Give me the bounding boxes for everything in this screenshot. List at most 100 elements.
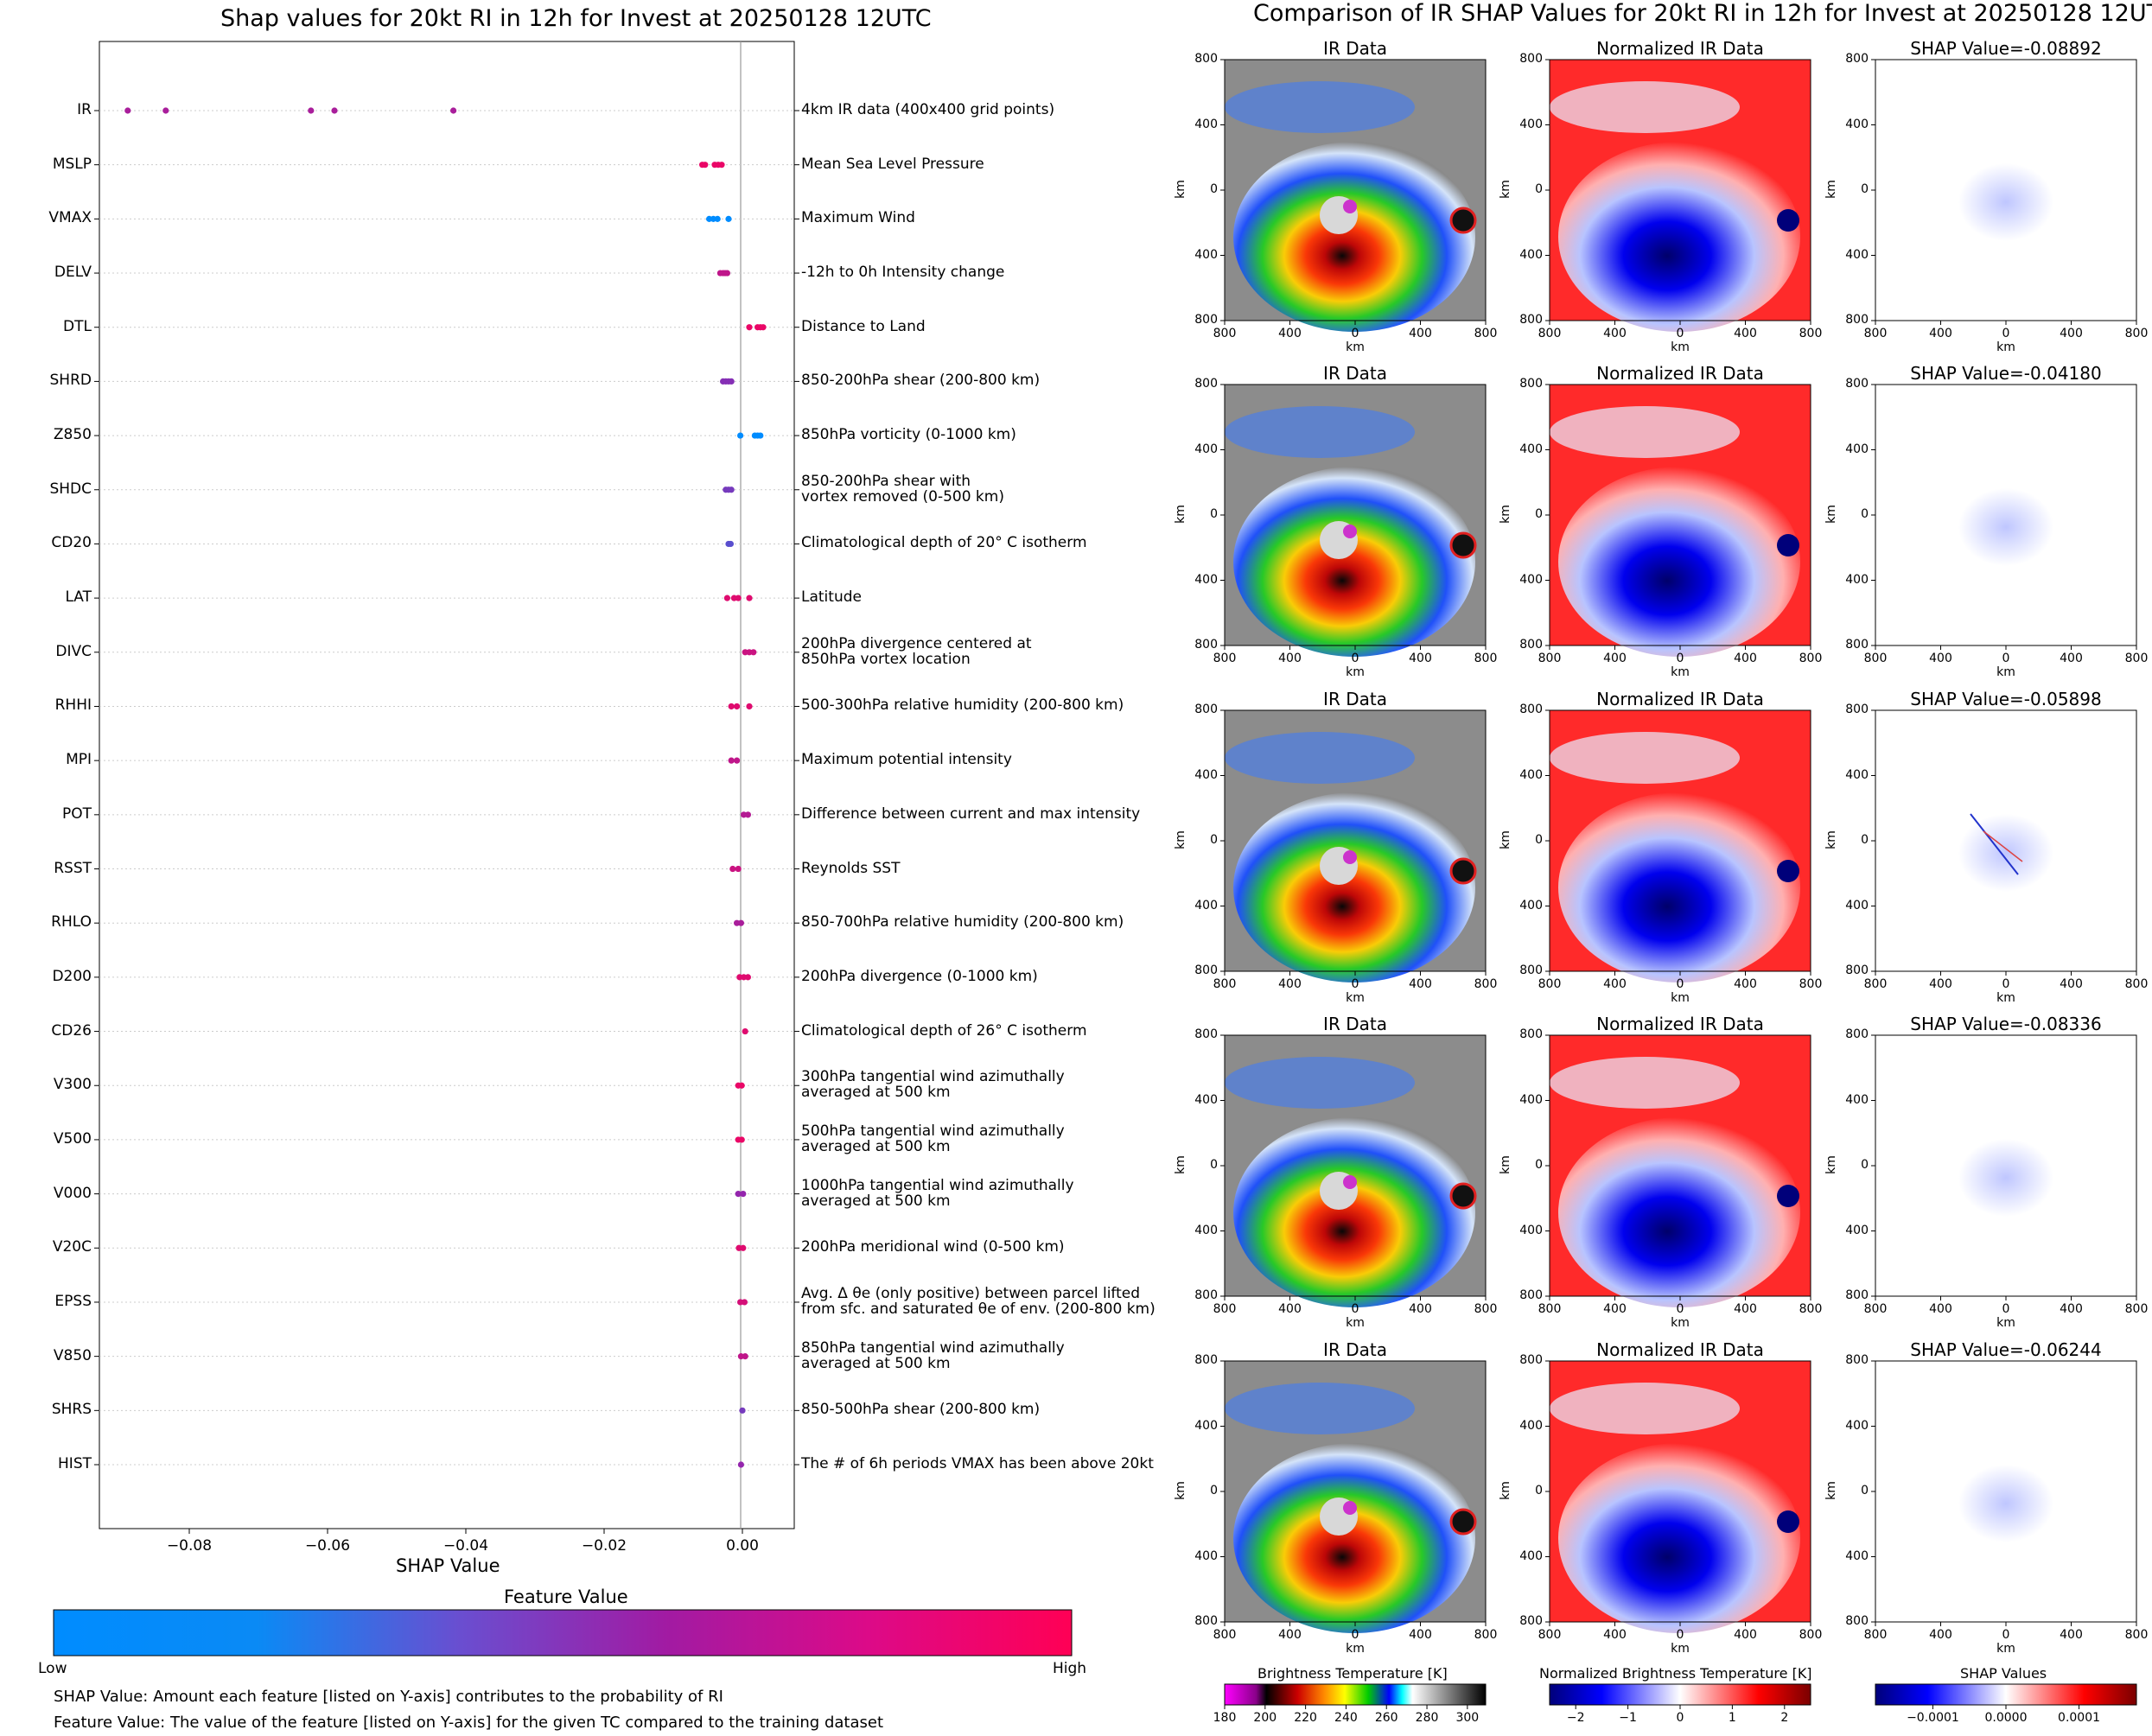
- feature-description: Avg. Δ θe (only positive) between parcel…: [801, 1284, 1156, 1318]
- shap-point: [450, 107, 457, 114]
- panel-y-tick-label: 400: [1519, 247, 1543, 262]
- panel-x-tick-label: 800: [1863, 977, 1888, 991]
- panel-y-tick-label: 0: [1210, 507, 1218, 521]
- image-panel: [1871, 709, 2137, 976]
- panel-y-tick-label: 0: [1861, 833, 1869, 847]
- image-panel: [1871, 1360, 2137, 1626]
- panel-y-tick-label: 400: [1519, 898, 1543, 913]
- shap-point: [735, 595, 742, 601]
- colorbar-tick-label: −1: [1619, 1711, 1637, 1725]
- panel-y-axis-label: km: [1173, 505, 1187, 524]
- feature-description: Distance to Land: [801, 317, 926, 335]
- feature-name: EPSS: [54, 1292, 92, 1310]
- shap-point: [727, 540, 735, 548]
- panel-x-tick-label: 800: [1474, 1302, 1498, 1316]
- norm-cloud-mass: [1558, 467, 1800, 657]
- panel-x-tick-label: 400: [1603, 977, 1627, 991]
- shap-streak: [1983, 830, 2023, 862]
- feature-name: POT: [61, 804, 92, 823]
- colorbar-tick-label: 220: [1294, 1711, 1317, 1725]
- panel-y-tick-label: 0: [1210, 1158, 1218, 1172]
- left-chart-title: Shap values for 20kt RI in 12h for Inves…: [220, 5, 932, 32]
- panel-title: SHAP Value=-0.05898: [1910, 689, 2102, 709]
- panel-x-tick-label: 800: [1213, 327, 1237, 340]
- panel-x-tick-label: 800: [1863, 1628, 1888, 1642]
- bt-colorbar-title: Brightness Temperature [K]: [1257, 1665, 1448, 1682]
- panel-y-axis-label: km: [1173, 180, 1187, 199]
- feature-description: Mean Sea Level Pressure: [801, 155, 984, 173]
- feature-name: Z850: [53, 426, 92, 444]
- image-panel: [1871, 1034, 2137, 1300]
- shap-point: [308, 107, 315, 114]
- panel-y-tick-label: 400: [1194, 1223, 1218, 1237]
- panel-x-tick-label: 800: [1213, 1628, 1237, 1642]
- norm-cloud-band: [1550, 732, 1740, 784]
- shap-signal: [1958, 1139, 2053, 1217]
- panel-y-axis-label: km: [1173, 830, 1187, 849]
- panel-y-tick-label: 400: [1845, 117, 1869, 131]
- panel-x-tick-label: 400: [2060, 652, 2083, 665]
- panel-y-tick-label: 800: [1845, 313, 1869, 327]
- panel-x-tick-label: 800: [1213, 1302, 1237, 1316]
- x-tick-label: −0.02: [581, 1537, 627, 1555]
- panel-y-tick-label: 800: [1519, 703, 1543, 716]
- panel-x-tick-label: 400: [2060, 1628, 2083, 1642]
- panel-y-tick-label: 800: [1194, 313, 1218, 327]
- shap-signal: [1958, 1465, 2053, 1542]
- feature-description: 200hPa divergence centered at 850hPa vort…: [801, 634, 1032, 668]
- feature-name: CD26: [51, 1021, 92, 1040]
- panel-y-tick-label: 400: [1519, 442, 1543, 456]
- panel-x-tick-label: 800: [1213, 977, 1237, 991]
- feature-description: 850-200hPa shear with vortex removed (0-5…: [801, 472, 1004, 506]
- panel-x-axis-label: km: [1671, 340, 1690, 354]
- colorbar-tick-label: −2: [1566, 1711, 1585, 1725]
- panel-y-tick-label: 800: [1519, 1353, 1543, 1367]
- panel-y-tick-label: 0: [1861, 182, 1869, 196]
- panel-title: SHAP Value=-0.08892: [1910, 38, 2102, 59]
- feature-description: 850-200hPa shear (200-800 km): [801, 372, 1041, 390]
- norm-convective-cell: [1777, 1185, 1799, 1207]
- ir-cloud-band: [1225, 406, 1415, 458]
- feature-description: 500-300hPa relative humidity (200-800 km…: [801, 696, 1124, 715]
- feature-description: Climatological depth of 26° C isotherm: [801, 1021, 1087, 1040]
- panel-x-axis-label: km: [1346, 991, 1365, 1005]
- image-panel: [1545, 59, 1811, 332]
- panel-title: IR Data: [1323, 38, 1387, 59]
- feature-name: SHDC: [49, 480, 92, 498]
- shap-point: [738, 1082, 745, 1089]
- x-tick-label: −0.06: [304, 1537, 351, 1555]
- ir-center-marker: [1343, 200, 1357, 213]
- panel-x-tick-label: 400: [1409, 327, 1432, 340]
- panel-title: SHAP Value=-0.06244: [1910, 1339, 2102, 1360]
- feature-name: V20C: [52, 1238, 92, 1256]
- panel-y-tick-label: 400: [1845, 1418, 1869, 1433]
- panel-x-tick-label: 0: [1676, 1628, 1684, 1642]
- feature-description: Maximum potential intensity: [801, 751, 1012, 769]
- feature-description: 200hPa meridional wind (0-500 km): [801, 1238, 1065, 1256]
- ir-convective-cell: [1449, 857, 1477, 885]
- shap-point: [162, 107, 169, 114]
- panel-x-tick-label: 400: [1603, 652, 1627, 665]
- shap-signal: [1958, 163, 2053, 241]
- panel-x-tick-label: 400: [1929, 1628, 1952, 1642]
- shap-colorbar-title: SHAP Values: [1960, 1665, 2047, 1682]
- panel-x-tick-label: 400: [1278, 652, 1302, 665]
- panel-y-tick-label: 400: [1194, 767, 1218, 782]
- panel-x-tick-label: 400: [1278, 327, 1302, 340]
- feature-name: HIST: [58, 1455, 92, 1472]
- panel-y-tick-label: 800: [1845, 52, 1869, 66]
- panel-y-tick-label: 800: [1194, 963, 1218, 977]
- shap-point: [746, 324, 753, 331]
- shap-point: [735, 865, 742, 873]
- panel-y-tick-label: 0: [1861, 1158, 1869, 1172]
- panel-x-tick-label: 400: [2060, 1302, 2083, 1316]
- panel-x-tick-label: 400: [1409, 977, 1432, 991]
- image-panel: [1545, 384, 1811, 657]
- norm-cloud-mass: [1558, 142, 1800, 332]
- panel-x-tick-label: 800: [1799, 977, 1823, 991]
- ir-cloud-band: [1225, 1057, 1415, 1109]
- panel-y-axis-label: km: [1824, 505, 1838, 524]
- image-panel: [1545, 709, 1811, 982]
- panel-y-tick-label: 400: [1519, 767, 1543, 782]
